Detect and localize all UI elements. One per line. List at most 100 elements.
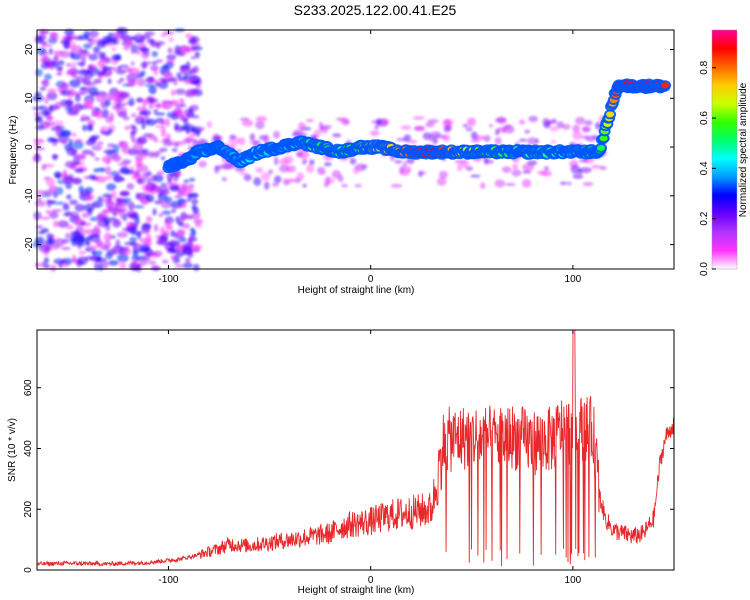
noise-blob bbox=[139, 255, 146, 262]
noise-blob bbox=[57, 220, 69, 228]
noise-blob bbox=[262, 134, 270, 144]
noise-blob bbox=[63, 176, 73, 180]
colorbar-tick-label: 0.4 bbox=[699, 161, 710, 175]
snr-x-axis: -100 0 100 bbox=[158, 330, 582, 586]
noise-blob bbox=[160, 33, 167, 38]
noise-blob bbox=[582, 182, 594, 187]
noise-blob bbox=[306, 164, 315, 174]
noise-blob bbox=[119, 191, 129, 197]
colorbar-tick-label: 0.6 bbox=[699, 111, 710, 125]
noise-blob bbox=[164, 196, 173, 204]
noise-blob bbox=[136, 72, 144, 79]
noise-blob bbox=[537, 170, 547, 175]
noise-blob bbox=[93, 78, 102, 84]
noise-blob bbox=[188, 185, 194, 193]
noise-blob bbox=[102, 65, 108, 74]
noise-blob bbox=[430, 131, 442, 138]
noise-blob bbox=[504, 182, 516, 186]
noise-blob bbox=[103, 240, 112, 249]
noise-blob bbox=[494, 136, 502, 145]
noise-blob bbox=[74, 168, 85, 173]
noise-blob bbox=[178, 221, 184, 227]
noise-blob bbox=[74, 154, 87, 158]
noise-blob bbox=[148, 85, 157, 95]
noise-blob bbox=[163, 230, 170, 237]
noise-blob bbox=[71, 132, 77, 137]
noise-blob bbox=[88, 106, 98, 110]
noise-blob bbox=[174, 113, 185, 120]
noise-blob bbox=[332, 133, 342, 138]
noise-blob bbox=[92, 46, 101, 53]
noise-blob bbox=[122, 115, 130, 121]
noise-blob bbox=[135, 192, 141, 200]
noise-blob bbox=[116, 231, 128, 238]
noise-blob bbox=[182, 262, 193, 269]
noise-blob bbox=[591, 164, 601, 169]
noise-blob bbox=[180, 46, 191, 54]
noise-blob bbox=[323, 177, 336, 185]
noise-blob bbox=[140, 227, 151, 235]
spectrogram-noise bbox=[32, 27, 607, 273]
noise-blob bbox=[400, 125, 412, 131]
noise-blob bbox=[194, 51, 200, 59]
noise-blob bbox=[111, 47, 117, 52]
noise-blob bbox=[161, 79, 171, 83]
snr-y-label: SNR (10 * v/v) bbox=[7, 418, 18, 482]
noise-blob bbox=[599, 166, 607, 170]
noise-blob bbox=[146, 177, 152, 184]
noise-blob bbox=[192, 264, 200, 271]
noise-blob bbox=[43, 73, 52, 81]
snr-frame bbox=[36, 329, 675, 571]
noise-blob bbox=[160, 100, 172, 104]
noise-blob bbox=[41, 261, 47, 268]
noise-blob bbox=[89, 136, 98, 141]
noise-blob bbox=[83, 43, 93, 49]
noise-blob bbox=[153, 67, 159, 76]
noise-blob bbox=[119, 64, 129, 68]
noise-blob bbox=[110, 96, 117, 101]
noise-blob bbox=[91, 145, 103, 151]
noise-blob bbox=[595, 121, 602, 130]
noise-blob bbox=[461, 159, 469, 169]
noise-blob bbox=[181, 223, 190, 229]
spectrogram-ridge bbox=[162, 78, 672, 174]
ridge-core bbox=[606, 111, 615, 118]
noise-blob bbox=[73, 104, 80, 109]
noise-blob bbox=[87, 123, 94, 132]
noise-blob bbox=[167, 221, 172, 230]
noise-blob bbox=[361, 164, 368, 169]
noise-blob bbox=[116, 27, 129, 34]
noise-blob bbox=[42, 163, 55, 168]
noise-blob bbox=[272, 182, 279, 187]
noise-blob bbox=[35, 68, 43, 77]
noise-blob bbox=[466, 117, 477, 127]
noise-blob bbox=[141, 122, 146, 130]
noise-blob bbox=[39, 86, 47, 91]
noise-blob bbox=[85, 99, 94, 107]
noise-blob bbox=[196, 126, 206, 132]
noise-blob bbox=[64, 160, 77, 169]
noise-blob bbox=[145, 215, 153, 223]
spectrogram-x-label: Height of straight line (km) bbox=[298, 285, 415, 296]
y-tick-label: 10 bbox=[24, 92, 35, 104]
noise-blob bbox=[103, 208, 111, 213]
noise-blob bbox=[71, 148, 78, 158]
noise-blob bbox=[494, 179, 505, 188]
noise-blob bbox=[175, 216, 180, 224]
noise-blob bbox=[107, 260, 119, 266]
noise-blob bbox=[470, 131, 478, 140]
noise-blob bbox=[80, 114, 88, 122]
noise-blob bbox=[109, 112, 115, 121]
noise-blob bbox=[97, 72, 104, 77]
noise-blob bbox=[562, 124, 571, 130]
noise-blob bbox=[278, 164, 290, 173]
noise-blob bbox=[63, 212, 70, 217]
noise-blob bbox=[166, 133, 171, 140]
noise-blob bbox=[54, 201, 65, 205]
noise-blob bbox=[66, 98, 73, 108]
noise-blob bbox=[174, 195, 183, 199]
noise-blob bbox=[50, 31, 59, 41]
noise-blob bbox=[49, 264, 57, 272]
noise-blob bbox=[195, 84, 202, 89]
noise-blob bbox=[352, 167, 360, 175]
